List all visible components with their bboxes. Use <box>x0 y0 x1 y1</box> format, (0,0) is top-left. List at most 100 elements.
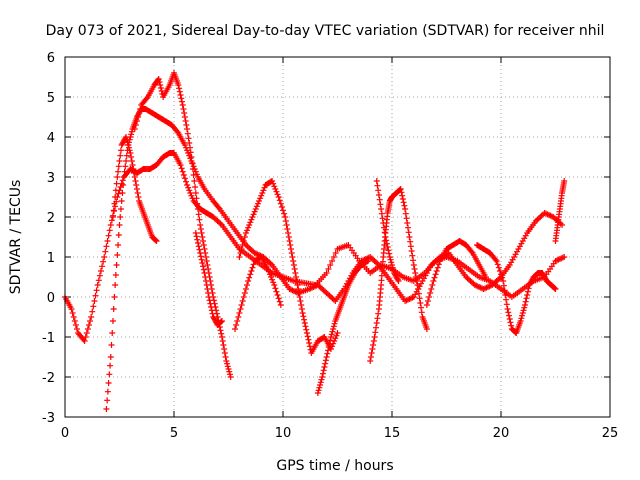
data-point-marker <box>190 172 197 178</box>
data-point-marker <box>404 220 411 226</box>
data-point-marker <box>119 190 126 196</box>
data-point-marker <box>111 200 118 207</box>
data-point-marker <box>405 229 412 236</box>
x-axis-label: GPS time / hours <box>276 458 393 474</box>
data-point-marker <box>427 290 434 296</box>
data-point-marker <box>413 278 420 284</box>
data-point-marker <box>414 282 421 288</box>
data-point-marker <box>276 197 283 204</box>
data-point-marker <box>182 118 189 124</box>
x-tick-label: 0 <box>61 426 69 441</box>
data-point-marker <box>120 174 127 180</box>
data-point-marker <box>416 295 423 302</box>
data-point-marker <box>92 292 99 299</box>
data-point-marker <box>505 309 512 316</box>
data-point-marker <box>277 302 284 308</box>
series-track-m <box>552 178 568 244</box>
data-point-marker <box>198 230 205 236</box>
data-point-marker <box>238 302 245 308</box>
data-point-marker <box>188 192 195 199</box>
data-point-marker <box>411 266 418 272</box>
chart-title: Day 073 of 2021, Sidereal Day-to-day VTE… <box>46 23 605 39</box>
data-point-marker <box>105 232 112 239</box>
data-point-marker <box>87 318 94 324</box>
data-point-marker <box>401 202 408 209</box>
data-point-marker <box>203 258 210 264</box>
data-point-marker <box>294 282 301 288</box>
series-track-k <box>423 238 489 308</box>
data-point-marker <box>152 237 159 244</box>
data-point-marker <box>187 190 194 196</box>
data-point-marker <box>275 295 282 302</box>
data-point-marker <box>73 326 80 332</box>
data-point-marker <box>319 370 326 377</box>
data-point-marker <box>115 232 122 238</box>
data-point-marker <box>258 192 265 199</box>
data-point-marker <box>91 298 98 304</box>
data-point-marker <box>81 338 88 344</box>
data-point-marker <box>321 364 328 370</box>
data-point-marker <box>287 246 294 252</box>
data-point-marker <box>104 388 111 395</box>
data-point-marker <box>115 168 122 175</box>
data-point-marker <box>327 337 334 344</box>
data-point-marker <box>192 184 199 190</box>
data-point-marker <box>260 187 267 194</box>
data-point-marker <box>194 200 201 207</box>
data-point-marker <box>110 207 117 214</box>
data-point-marker <box>184 147 191 154</box>
data-point-marker <box>368 350 375 356</box>
data-point-marker <box>291 266 298 272</box>
data-point-marker <box>300 313 307 320</box>
data-point-marker <box>153 238 160 244</box>
data-point-marker <box>268 274 275 280</box>
data-point-marker <box>198 256 205 263</box>
data-point-marker <box>317 379 324 386</box>
data-point-marker <box>83 330 90 336</box>
series-track-i <box>367 186 430 364</box>
y-tick-labels: -3 -2 -1 0 1 2 3 4 5 6 <box>42 51 55 426</box>
data-point-marker <box>137 106 144 112</box>
data-point-marker <box>195 211 202 218</box>
data-point-marker <box>202 254 209 260</box>
data-point-marker <box>323 270 330 276</box>
data-point-marker <box>389 264 396 271</box>
data-point-marker <box>494 261 501 268</box>
data-point-marker <box>431 274 438 281</box>
data-point-marker <box>269 178 276 184</box>
x-tick-label: 10 <box>275 426 292 441</box>
data-point-marker <box>322 357 329 364</box>
data-point-marker <box>430 278 437 284</box>
data-point-marker <box>240 238 247 244</box>
data-point-marker <box>417 300 424 306</box>
data-point-marker <box>193 171 200 178</box>
data-point-marker <box>135 194 142 200</box>
data-point-marker <box>299 310 306 316</box>
data-point-marker <box>295 286 302 292</box>
data-point-marker <box>330 326 337 332</box>
data-point-marker <box>400 199 407 206</box>
data-point-marker <box>378 206 385 212</box>
data-point-marker <box>382 234 389 240</box>
data-point-marker <box>298 306 305 312</box>
data-point-marker <box>374 315 381 322</box>
data-point-marker <box>175 82 182 88</box>
data-point-marker <box>232 326 239 332</box>
data-point-marker <box>204 262 211 268</box>
data-point-marker <box>236 254 243 260</box>
data-point-marker <box>94 282 101 288</box>
data-point-marker <box>386 254 393 260</box>
data-point-marker <box>248 268 255 274</box>
data-point-marker <box>125 142 132 148</box>
data-point-marker <box>317 382 324 388</box>
data-point-marker <box>218 318 225 325</box>
data-point-marker <box>275 194 282 200</box>
data-point-marker <box>93 287 100 294</box>
data-point-marker <box>525 285 532 292</box>
data-point-marker <box>325 344 332 350</box>
data-point-marker <box>403 215 410 222</box>
data-point-marker <box>133 118 140 124</box>
data-point-marker <box>381 229 388 236</box>
data-point-marker <box>376 196 383 203</box>
data-point-marker <box>367 358 374 364</box>
